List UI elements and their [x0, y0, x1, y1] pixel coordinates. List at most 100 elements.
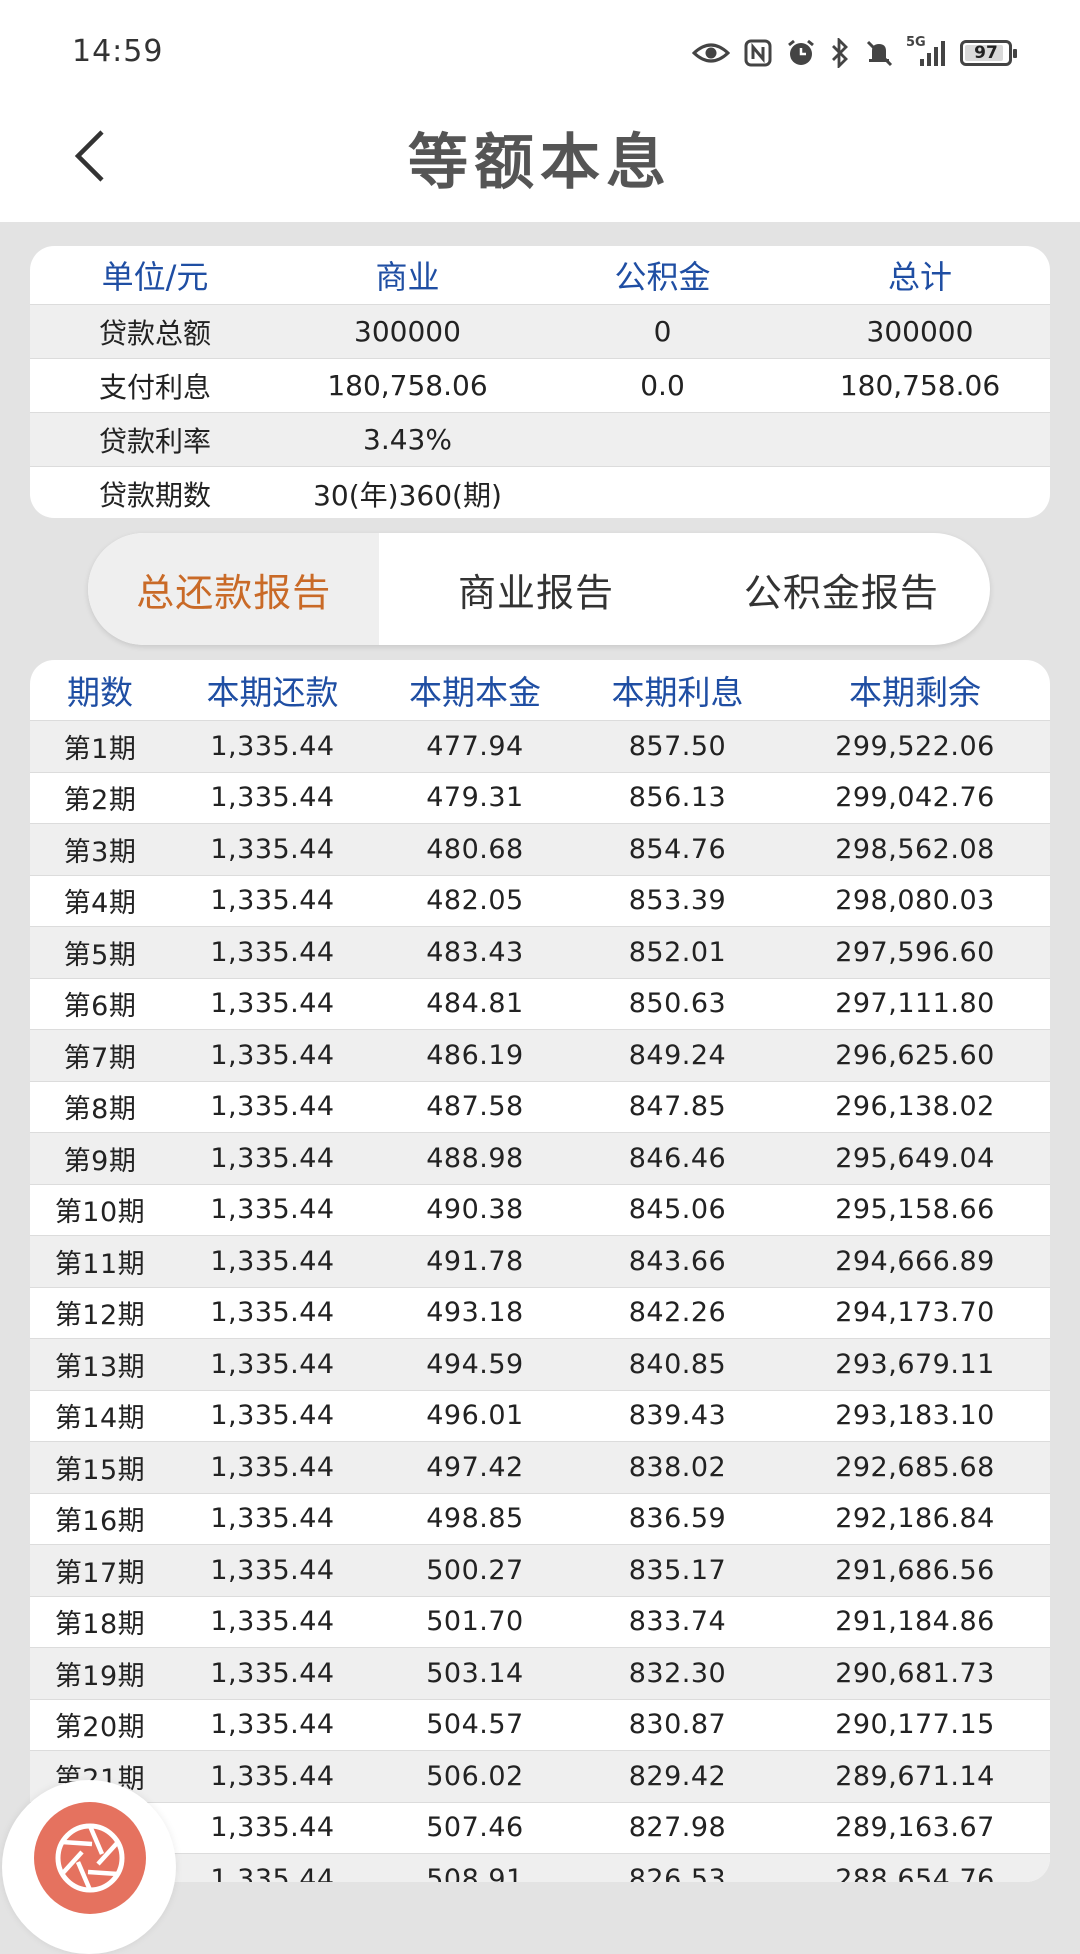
summary-value: 300000: [866, 315, 974, 348]
interest-cell: 854.76: [628, 833, 727, 865]
payment-cell: 1,335.44: [210, 1812, 335, 1844]
table-row: 第12期 1,335.44 493.18 842.26 294,173.70: [30, 1286, 1050, 1339]
interest-cell: 827.98: [628, 1812, 727, 1844]
interest-cell: 845.06: [628, 1194, 727, 1226]
summary-value: 180,758.06: [327, 369, 488, 402]
summary-row-loan-amount: 贷款总额 300000 0 300000: [30, 304, 1050, 358]
period-cell: 第8期: [63, 1094, 137, 1126]
principal-cell: 480.68: [426, 833, 524, 865]
aperture-icon: [55, 1823, 125, 1893]
network-type: 5G: [906, 35, 926, 50]
period-cell: 第4期: [63, 888, 137, 920]
principal-cell: 487.58: [426, 1091, 524, 1123]
period-cell: 第3期: [63, 836, 137, 868]
table-row: 第11期 1,335.44 491.78 843.66 294,666.89: [30, 1235, 1050, 1287]
payment-cell: 1,335.44: [210, 1503, 335, 1535]
back-button[interactable]: [58, 124, 122, 188]
remaining-cell: 294,666.89: [835, 1245, 995, 1277]
interest-cell: 830.87: [628, 1709, 727, 1741]
battery-level: 97: [974, 43, 998, 63]
payment-cell: 1,335.44: [210, 1039, 335, 1071]
summary-row-interest: 支付利息 180,758.06 0.0 180,758.06: [30, 358, 1050, 412]
payment-cell: 1,335.44: [210, 782, 335, 814]
payment-cell: 1,335.44: [210, 936, 335, 968]
remaining-cell: 289,163.67: [835, 1812, 995, 1844]
period-cell: 第11期: [54, 1248, 146, 1280]
remaining-cell: 299,042.76: [835, 782, 995, 814]
table-row: 第19期 1,335.44 503.14 832.30 290,681.73: [30, 1647, 1050, 1699]
table-row: 第4期 1,335.44 482.05 853.39 298,080.03: [30, 874, 1050, 927]
principal-cell: 490.38: [426, 1194, 524, 1226]
column-header: 本期剩余: [849, 673, 981, 712]
payment-cell: 1,335.44: [210, 1863, 335, 1882]
interest-cell: 839.43: [628, 1400, 727, 1432]
payment-cell: 1,335.44: [210, 1142, 335, 1174]
eye-icon: [692, 41, 730, 65]
period-cell: 第12期: [54, 1300, 146, 1332]
interest-cell: 832.30: [628, 1657, 727, 1689]
table-row: 第20期 1,335.44 504.57 830.87 290,177.15: [30, 1698, 1050, 1751]
remaining-cell: 296,138.02: [835, 1091, 995, 1123]
column-header: 本期本金: [409, 673, 541, 712]
summary-label: 贷款期数: [98, 478, 211, 512]
table-row: 第13期 1,335.44 494.59 840.85 293,679.11: [30, 1338, 1050, 1390]
remaining-cell: 294,173.70: [835, 1297, 995, 1329]
status-icons: 5G 97: [692, 35, 1017, 70]
floating-action-button[interactable]: [34, 1802, 146, 1914]
summary-label: 贷款总额: [98, 316, 211, 350]
remaining-cell: 288,654.76: [835, 1863, 995, 1882]
table-row: 第16期 1,335.44 498.85 836.59 292,186.84: [30, 1492, 1050, 1545]
payment-cell: 1,335.44: [210, 1451, 335, 1483]
interest-cell: 836.59: [628, 1503, 727, 1535]
principal-cell: 503.14: [426, 1657, 524, 1689]
tab-fund-report[interactable]: 公积金报告: [743, 570, 939, 615]
remaining-cell: 291,184.86: [835, 1606, 995, 1638]
summary-value: 0.0: [640, 369, 685, 402]
interest-cell: 856.13: [628, 782, 727, 814]
alarm-icon: [786, 38, 816, 68]
remaining-cell: 298,080.03: [835, 885, 995, 917]
table-row: 第6期 1,335.44 484.81 850.63 297,111.80: [30, 977, 1050, 1030]
status-bar: 14:59 5G 97: [0, 0, 1080, 100]
summary-value: 180,758.06: [839, 369, 1001, 402]
summary-row-rate: 贷款利率 3.43%: [30, 412, 1050, 466]
payment-cell: 1,335.44: [210, 988, 335, 1020]
remaining-cell: 297,596.60: [835, 936, 995, 968]
period-cell: 第2期: [63, 785, 137, 817]
summary-row-term: 贷款期数 30(年)360(期): [30, 466, 1050, 518]
remaining-cell: 298,562.08: [835, 833, 995, 865]
summary-value: 3.43%: [363, 423, 452, 456]
principal-cell: 493.18: [426, 1297, 524, 1329]
payment-cell: 1,335.44: [210, 1606, 335, 1638]
tab-total-report[interactable]: 总还款报告: [88, 533, 380, 645]
column-header: 本期还款: [206, 673, 339, 712]
status-time: 14:59: [72, 34, 164, 69]
period-cell: 第16期: [54, 1506, 146, 1538]
interest-cell: 849.24: [628, 1039, 727, 1071]
column-header: 本期利息: [611, 673, 744, 712]
period-cell: 第14期: [54, 1403, 146, 1435]
summary-header-total: 总计: [887, 258, 952, 296]
tab-commercial-report[interactable]: 商业报告: [458, 570, 615, 615]
table-row: 第7期 1,335.44 486.19 849.24 296,625.60: [30, 1029, 1050, 1081]
period-cell: 第1期: [63, 733, 137, 765]
period-cell: 第10期: [54, 1197, 146, 1229]
interest-cell: 857.50: [628, 730, 727, 762]
period-cell: 第9期: [63, 1145, 137, 1177]
report-tabs: 总还款报告 商业报告 公积金报告: [88, 533, 990, 645]
table-row: 第9期 1,335.44 488.98 846.46 295,649.04: [30, 1132, 1050, 1184]
interest-cell: 833.74: [628, 1606, 727, 1638]
remaining-cell: 297,111.80: [835, 988, 995, 1020]
principal-cell: 508.91: [426, 1863, 524, 1882]
interest-cell: 852.01: [628, 936, 727, 968]
interest-cell: 835.17: [628, 1554, 727, 1586]
principal-cell: 482.05: [426, 885, 524, 917]
summary-label: 贷款利率: [98, 424, 211, 458]
interest-cell: 847.85: [628, 1091, 727, 1123]
app-bar: 等额本息: [0, 100, 1080, 222]
table-row: 第5期 1,335.44 483.43 852.01 297,596.60: [30, 926, 1050, 978]
principal-cell: 507.46: [426, 1812, 524, 1844]
table-row: 第17期 1,335.44 500.27 835.17 291,686.56: [30, 1544, 1050, 1596]
remaining-cell: 289,671.14: [835, 1760, 995, 1792]
repayment-schedule-table[interactable]: 期数 本期还款 本期本金 本期利息 本期剩余 第1期 1,335.44 477.94…: [30, 660, 1050, 1882]
